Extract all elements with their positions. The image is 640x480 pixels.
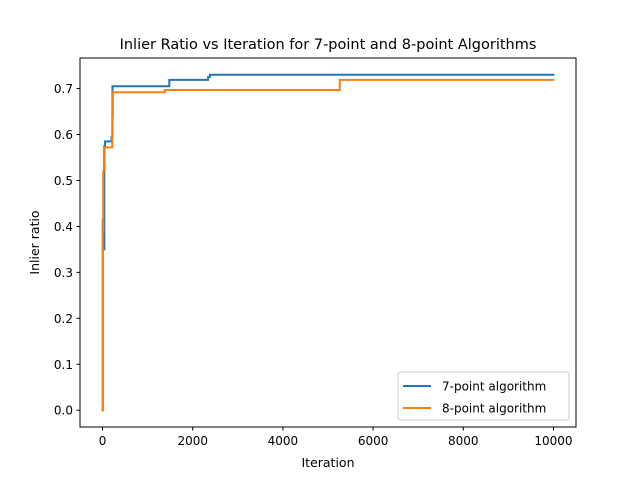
legend-box xyxy=(397,371,570,421)
x-tick-label: 6000 xyxy=(358,434,389,448)
y-tick-label: 0.3 xyxy=(54,266,73,280)
y-tick-label: 0.2 xyxy=(54,312,73,326)
y-tick-label: 0.7 xyxy=(54,82,73,96)
series-group xyxy=(101,73,555,412)
x-axis-ticks: 0 2000 4000 6000 8000 10000 xyxy=(99,427,573,448)
chart-title: Inlier Ratio vs Iteration for 7-point an… xyxy=(120,37,537,53)
x-tick-label: 4000 xyxy=(268,434,299,448)
axes-frame xyxy=(79,57,577,428)
x-tick-label: 0 xyxy=(99,434,107,448)
y-tick-label: 0.5 xyxy=(54,174,73,188)
x-tick-label: 8000 xyxy=(448,434,479,448)
y-tick-label: 0.0 xyxy=(54,404,73,418)
legend-label: 7-point algorithm xyxy=(442,380,546,394)
y-tick-label: 0.6 xyxy=(54,128,73,142)
y-tick-label: 0.1 xyxy=(54,358,73,372)
x-tick-label: 2000 xyxy=(177,434,208,448)
y-axis-label: Inlier ratio xyxy=(27,210,42,274)
x-tick-label: 10000 xyxy=(534,434,572,448)
legend: 7-point algorithm 8-point algorithm xyxy=(397,371,570,421)
y-tick-label: 0.4 xyxy=(54,220,73,234)
x-axis-label: Iteration xyxy=(301,455,354,470)
series-line-eight-point xyxy=(101,78,555,412)
legend-label: 8-point algorithm xyxy=(442,402,546,416)
plot-area: 0 2000 4000 6000 8000 10000 0.00.10.20.30.40.… xyxy=(54,57,577,448)
y-axis-ticks: 0.0 0.1 0.2 0.3 0.4 0.5 0.6 0.7 xyxy=(54,82,80,418)
